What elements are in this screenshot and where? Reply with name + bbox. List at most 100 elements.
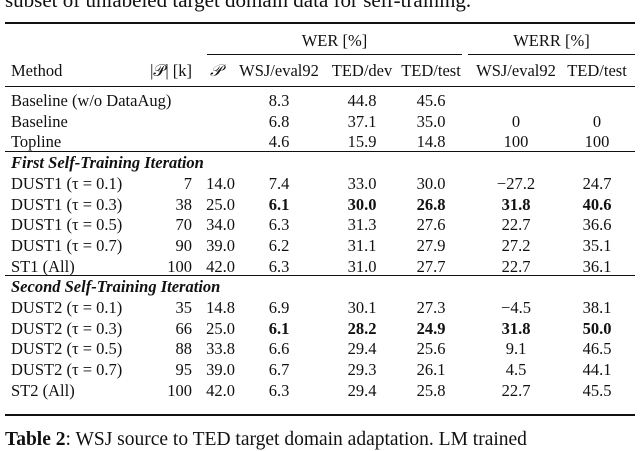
p-cell: 42.0 — [206, 380, 235, 400]
ted-dev-header: TED/dev — [331, 61, 393, 80]
werr-ted-cell: 100 — [584, 132, 610, 152]
wer-cmidrule — [207, 54, 462, 55]
wsj-header: WSJ/eval92 — [239, 61, 319, 80]
ted-dev-cell: 31.0 — [347, 256, 377, 276]
ted-dev-cell: 29.4 — [347, 380, 377, 400]
ted-test-cell: 30.0 — [416, 173, 446, 193]
psize-cell: 70 — [175, 215, 193, 235]
p-cell: 39.0 — [206, 360, 235, 380]
werr-wsj-cell: 31.8 — [501, 318, 531, 338]
ted-dev-cell: 29.3 — [347, 360, 377, 380]
section-rule — [5, 275, 635, 277]
ted-test-cell: 26.8 — [416, 194, 446, 214]
bottom-rule — [5, 414, 635, 416]
method-cell: ST1 (All) — [11, 256, 75, 276]
header-rule — [5, 86, 635, 87]
psize-cell: 35 — [175, 298, 193, 317]
psize-cell: 100 — [167, 380, 192, 400]
werr-ted-cell: 45.5 — [582, 380, 612, 400]
ted-test-cell: 27.6 — [416, 215, 446, 235]
wsj-cell: 6.2 — [268, 235, 290, 255]
psize-cell: 66 — [175, 318, 193, 338]
wer-group-header: WER [%] — [301, 31, 368, 50]
method-cell: Baseline (w/o DataAug) — [11, 91, 172, 110]
wsj-cell: 6.1 — [268, 194, 290, 214]
werr-ted-header: TED/test — [567, 61, 627, 80]
p-cell: 25.0 — [206, 194, 235, 214]
method-cell: Topline — [11, 132, 62, 152]
werr-ted-cell: 35.1 — [582, 235, 612, 255]
werr-wsj-cell: −27.2 — [496, 173, 536, 193]
werr-wsj-cell: 27.2 — [501, 235, 531, 255]
werr-group-header: WERR [%] — [513, 31, 590, 50]
psize-cell: 100 — [167, 256, 192, 276]
werr-wsj-cell: 9.1 — [505, 339, 527, 359]
p-cell: 14.0 — [206, 173, 235, 193]
werr-wsj-cell: 31.8 — [501, 194, 531, 214]
caption-label: Table 2 — [5, 429, 66, 450]
wsj-cell: 6.8 — [268, 111, 290, 131]
wsj-cell: 6.1 — [268, 318, 290, 338]
wsj-cell: 6.3 — [268, 215, 290, 235]
wsj-cell: 4.6 — [268, 132, 290, 152]
wsj-cell: 6.3 — [268, 256, 290, 276]
top-caption: subset of unlabeled target domain data f… — [5, 0, 472, 12]
wsj-cell: 6.6 — [268, 339, 290, 359]
method-cell: DUST2 (τ = 0.3) — [11, 318, 123, 338]
p-cell: 14.8 — [206, 298, 235, 317]
ted-dev-cell: 15.9 — [347, 132, 377, 152]
ted-dev-cell: 44.8 — [347, 91, 377, 110]
ted-test-cell: 27.7 — [416, 256, 446, 276]
werr-ted-cell: 50.0 — [582, 318, 612, 338]
ted-test-cell: 45.6 — [416, 91, 446, 110]
werr-ted-cell: 38.1 — [582, 298, 612, 317]
ted-dev-cell: 28.2 — [347, 318, 377, 338]
werr-wsj-cell: 4.5 — [505, 360, 527, 380]
werr-wsj-cell: 22.7 — [501, 215, 531, 235]
werr-ted-cell: 36.6 — [582, 215, 612, 235]
werr-ted-cell: 0 — [592, 111, 602, 131]
ted-test-cell: 25.6 — [416, 339, 446, 359]
top-rule — [5, 22, 635, 24]
werr-wsj-cell: −4.5 — [501, 298, 531, 317]
ted-test-cell: 25.8 — [416, 380, 446, 400]
ted-test-cell: 35.0 — [416, 111, 446, 131]
psize-cell: 7 — [183, 173, 192, 193]
bottom-caption: Table 2: WSJ source to TED target domain… — [5, 429, 527, 451]
method-cell: DUST2 (τ = 0.7) — [11, 360, 123, 380]
wsj-cell: 8.3 — [268, 91, 290, 110]
section-heading: First Self-Training Iteration — [11, 153, 204, 173]
method-cell: ST2 (All) — [11, 380, 75, 400]
method-cell: DUST1 (τ = 0.5) — [11, 215, 123, 235]
ted-test-cell: 27.9 — [416, 235, 446, 255]
p-header: 𝒫 — [210, 61, 222, 80]
ted-dev-cell: 29.4 — [347, 339, 377, 359]
psize-cell: 95 — [175, 360, 193, 380]
method-cell: Baseline — [11, 111, 68, 131]
wsj-cell: 6.3 — [268, 380, 290, 400]
ted-test-cell: 24.9 — [416, 318, 446, 338]
wsj-cell: 6.7 — [268, 360, 290, 380]
psize-cell: 90 — [175, 235, 193, 255]
wsj-cell: 6.9 — [268, 298, 290, 317]
wsj-cell: 7.4 — [268, 173, 290, 193]
werr-cmidrule — [468, 54, 635, 55]
method-cell: DUST1 (τ = 0.3) — [11, 194, 123, 214]
psize-cell: 38 — [175, 194, 193, 214]
method-cell: DUST2 (τ = 0.5) — [11, 339, 123, 359]
p-cell: 25.0 — [206, 318, 235, 338]
ted-dev-cell: 33.0 — [347, 173, 377, 193]
method-cell: DUST1 (τ = 0.7) — [11, 235, 123, 255]
method-header: Method — [11, 61, 63, 80]
werr-ted-cell: 36.1 — [582, 256, 612, 276]
werr-ted-cell: 24.7 — [582, 173, 612, 193]
p-cell: 42.0 — [206, 256, 235, 276]
p-cell: 33.8 — [206, 339, 235, 359]
p-cell: 34.0 — [206, 215, 235, 235]
p-cell: 39.0 — [206, 235, 235, 255]
werr-wsj-cell: 22.7 — [501, 256, 531, 276]
ted-dev-cell: 31.3 — [347, 215, 377, 235]
werr-wsj-header: WSJ/eval92 — [476, 61, 556, 80]
ted-test-cell: 26.1 — [416, 360, 446, 380]
ted-dev-cell: 30.1 — [347, 298, 377, 317]
